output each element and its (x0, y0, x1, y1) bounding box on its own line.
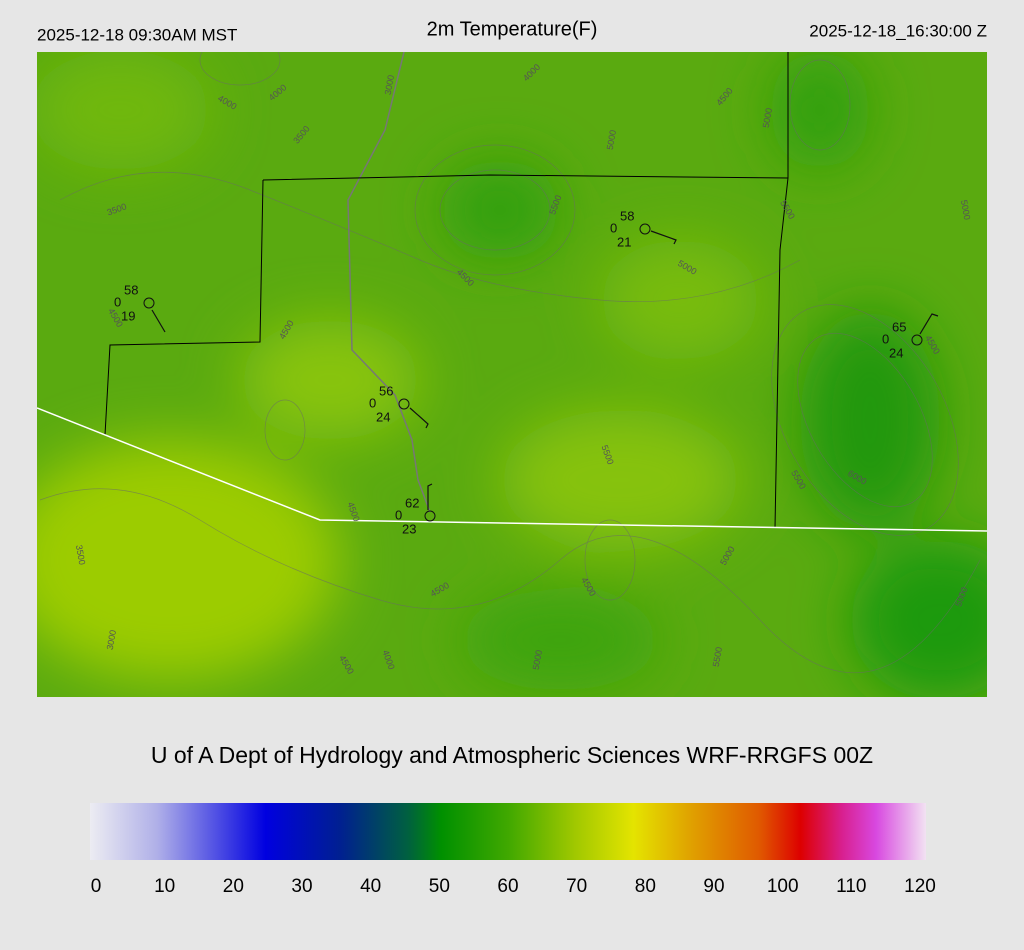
colorbar-tick-label: 50 (429, 876, 450, 897)
station-temperature: 58 (124, 282, 138, 297)
station-circle (639, 223, 651, 235)
contour-label: 3000 (105, 629, 118, 650)
colorbar (90, 803, 926, 860)
colorbar-tick-label: 100 (767, 876, 799, 897)
credit: U of A Dept of Hydrology and Atmospheric… (151, 742, 873, 768)
contour-label: 5000 (959, 199, 972, 220)
contour-label: 3500 (74, 544, 87, 565)
station-temperature: 65 (892, 319, 906, 334)
colorbar-tick-label: 90 (703, 876, 724, 897)
utc-time: 2025-12-18_16:30:00 Z (809, 21, 987, 40)
wind-barb (919, 313, 939, 335)
wind-barb (427, 483, 433, 510)
station-temperature: 56 (379, 383, 393, 398)
colorbar-tick-label: 0 (91, 876, 102, 897)
contour-label: 5000 (761, 107, 774, 128)
colorbar-tick-label: 60 (497, 876, 518, 897)
station-dewpoint: 21 (617, 234, 631, 249)
wind-barb (151, 309, 166, 333)
colorbar-tick-label: 30 (291, 876, 312, 897)
station-wind: 0 (369, 395, 376, 410)
colorbar-tick-label: 20 (223, 876, 244, 897)
contour-label: 5000 (531, 649, 544, 670)
contour-label: 5500 (711, 646, 724, 667)
station-wind: 0 (395, 507, 402, 522)
station-wind: 0 (882, 331, 889, 346)
station-circle (398, 398, 410, 410)
wind-barb (409, 407, 429, 429)
station-circle (424, 510, 436, 522)
wind-barb (650, 230, 677, 245)
station-dewpoint: 24 (376, 409, 390, 424)
colorbar-tick-label: 120 (904, 876, 936, 897)
station-dewpoint: 19 (121, 308, 135, 323)
station-circle (911, 334, 923, 346)
contour-label: 5000 (605, 129, 618, 150)
station-dewpoint: 23 (402, 521, 416, 536)
station-temperature: 58 (620, 208, 634, 223)
station-wind: 0 (610, 220, 617, 235)
station-wind: 0 (114, 294, 121, 309)
colorbar-tick-label: 70 (566, 876, 587, 897)
colorbar-tick-label: 80 (635, 876, 656, 897)
colorbar-tick-label: 40 (360, 876, 381, 897)
contour-label: 3000 (383, 74, 396, 95)
station-dewpoint: 24 (889, 345, 903, 360)
map-title: 2m Temperature(F) (427, 18, 598, 40)
local-time: 2025-12-18 09:30AM MST (37, 25, 237, 44)
colorbar-tick-label: 10 (154, 876, 175, 897)
station-temperature: 62 (405, 495, 419, 510)
station-circle (143, 297, 155, 309)
colorbar-tick-label: 110 (836, 876, 866, 897)
